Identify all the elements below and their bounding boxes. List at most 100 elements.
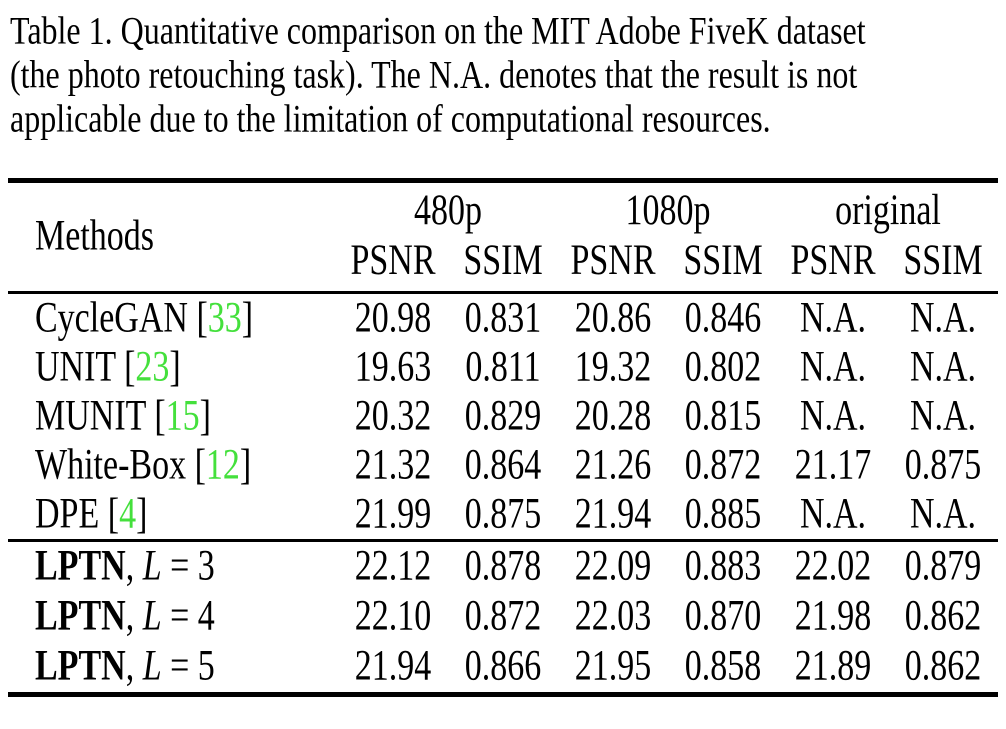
psnr-480p-cell: 22.12 [338,542,448,589]
cell-value: 21.95 [574,642,652,690]
table-header: Methods 480p 1080p original PSNR SSIM PS… [8,183,998,291]
table-row-lptn-l3: LPTN, L = 3 22.12 0.878 22.09 0.883 22.0… [8,542,998,592]
table-row-lptn-l5: LPTN, L = 5 21.94 0.866 21.95 0.858 21.8… [8,642,998,692]
subheader-ssim: SSIM [888,237,998,287]
method-variable: L [142,592,162,640]
table-row-unit: UNIT [23] 19.63 0.811 19.32 0.802 N.A. N… [8,343,998,392]
citation-bracket-open: [ [99,489,120,538]
caption-line: Table 1. Quantitative comparison on the … [10,8,996,52]
method-cell: LPTN, L = 4 [8,592,338,639]
header-rule [8,291,998,294]
caption-line: applicable due to the limitation of comp… [10,96,996,140]
method-equation: = 5 [161,642,215,690]
methods-header-cell: Methods [8,212,338,259]
ssim-original-cell: 0.879 [888,542,998,589]
caption-line-text: (the photo retouching task). The N.A. de… [10,52,858,96]
cell-value: 0.872 [464,592,542,640]
cell-value: 22.12 [354,542,432,590]
psnr-original-cell: N.A. [778,294,888,341]
method-equation: = 4 [161,592,215,640]
method-separator: , [125,542,143,590]
psnr-original-cell: N.A. [778,343,888,390]
cell-value: N.A. [799,293,867,342]
method-name: LPTN [35,642,126,690]
ssim-480p-cell: 0.872 [448,592,558,639]
psnr-1080p-cell: 21.26 [558,441,668,488]
method-separator: , [125,642,143,690]
cell-value: N.A. [909,489,977,538]
top-rule [8,178,998,183]
cell-value: 0.878 [464,542,542,590]
caption-line-text: applicable due to the limitation of comp… [10,96,771,140]
method-cell: MUNIT [15] [8,392,338,439]
psnr-original-cell: 21.17 [778,441,888,488]
group-header-label: 480p [414,186,482,235]
subheader-ssim: SSIM [668,237,778,287]
group-header-label: original [835,186,941,235]
psnr-original-cell: N.A. [778,490,888,537]
table-row-whitebox: White-Box [12] 21.32 0.864 21.26 0.872 2… [8,441,998,490]
method-cell: LPTN, L = 3 [8,542,338,589]
table-row-dpe: DPE [4] 21.99 0.875 21.94 0.885 N.A. N.A… [8,490,998,539]
ssim-1080p-cell: 0.815 [668,392,778,439]
method-variable: L [142,642,162,690]
ssim-original-cell: N.A. [888,343,998,390]
method-name: UNIT [35,342,116,391]
ssim-1080p-cell: 0.858 [668,642,778,689]
cell-value: 21.99 [354,489,432,538]
citation-bracket-open: [ [186,440,206,489]
method-name: MUNIT [35,391,146,440]
ssim-original-cell: 0.875 [888,441,998,488]
group-header-1080p: 1080p [558,187,778,237]
cell-value: N.A. [909,293,977,342]
ssim-1080p-cell: 0.846 [668,294,778,341]
method-name: DPE [35,489,100,538]
ssim-480p-cell: 0.829 [448,392,558,439]
subheader-ssim: SSIM [448,237,558,287]
citation-number: 15 [165,391,200,440]
cell-value: 0.862 [904,592,982,640]
section-rule [8,539,998,542]
cell-value: 0.872 [684,440,762,489]
cell-value: 22.03 [574,592,652,640]
subheader-psnr: PSNR [338,237,448,287]
citation-bracket-close: ] [239,440,252,489]
subheader-label: SSIM [463,236,543,285]
cell-value: 0.870 [684,592,762,640]
psnr-1080p-cell: 19.32 [558,343,668,390]
ssim-480p-cell: 0.866 [448,642,558,689]
cell-value: N.A. [799,391,867,440]
method-cell: DPE [4] [8,490,338,537]
cell-value: 0.864 [464,440,542,489]
ssim-1080p-cell: 0.870 [668,592,778,639]
method-name: LPTN [35,592,126,640]
psnr-1080p-cell: 21.95 [558,642,668,689]
psnr-original-cell: N.A. [778,392,888,439]
cell-value: 0.802 [684,342,762,391]
table-row-lptn-l4: LPTN, L = 4 22.10 0.872 22.03 0.870 21.9… [8,592,998,642]
psnr-480p-cell: 22.10 [338,592,448,639]
psnr-1080p-cell: 22.03 [558,592,668,639]
subheader-psnr: PSNR [558,237,668,287]
psnr-480p-cell: 19.63 [338,343,448,390]
cell-value: 21.94 [354,642,432,690]
cell-value: 20.86 [574,293,652,342]
ssim-1080p-cell: 0.885 [668,490,778,537]
caption-line-text: Table 1. Quantitative comparison on the … [10,8,866,52]
results-table: Methods 480p 1080p original PSNR SSIM PS… [8,178,998,697]
ssim-original-cell: 0.862 [888,592,998,639]
psnr-1080p-cell: 20.86 [558,294,668,341]
cell-value: N.A. [909,391,977,440]
citation-bracket-close: ] [169,342,181,391]
subheader-label: PSNR [790,236,876,285]
method-cell: UNIT [23] [8,343,338,390]
citation-bracket-close: ] [136,489,148,538]
method-name: CycleGAN [35,293,188,342]
cell-value: 20.28 [574,391,652,440]
ssim-original-cell: N.A. [888,392,998,439]
cell-value: 21.94 [574,489,652,538]
method-name: White-Box [35,440,187,489]
psnr-480p-cell: 21.32 [338,441,448,488]
ssim-480p-cell: 0.811 [448,343,558,390]
